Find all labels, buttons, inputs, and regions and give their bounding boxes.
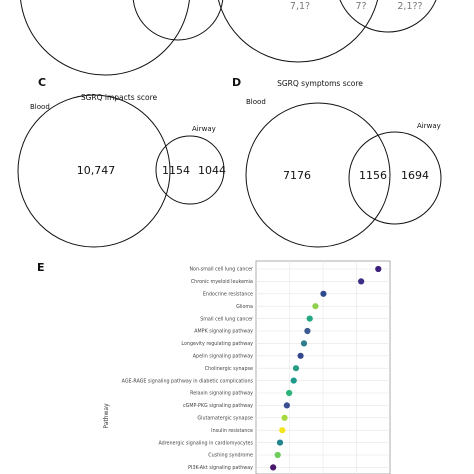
dot-marker xyxy=(320,290,327,297)
cropped-count-right: 2,1?? xyxy=(397,1,422,12)
panel-d: D SGRQ symptoms score Blood Airway 7176 … xyxy=(232,76,442,248)
pathway-label: Longevity regulating pathway xyxy=(181,341,253,347)
panel-c-blood-only-count: 10,747 xyxy=(77,164,116,177)
pathway-label: Insulin resistance xyxy=(211,428,253,434)
panel-c-overlap-count: 1154 xyxy=(162,164,190,177)
panel-c-right-set-label: Airway xyxy=(192,125,216,133)
venn-left-circle xyxy=(20,0,190,76)
dot-marker xyxy=(276,439,284,446)
dot-markers xyxy=(270,265,382,471)
venn-airway-circle xyxy=(155,135,225,205)
pathway-label: AMPK signaling pathway xyxy=(194,329,253,335)
dot-marker xyxy=(290,377,297,384)
panel-c: C SGRQ impacts score Blood Airway 10,747… xyxy=(17,76,226,248)
venn-blood-circle xyxy=(245,102,391,248)
panel-letter-e: E xyxy=(37,261,45,274)
dot-marker xyxy=(358,278,365,285)
y-axis-title: Pathway xyxy=(103,403,110,429)
pathway-label: Cholinergic synapse xyxy=(205,366,253,372)
panel-e: E Pathway Non-small cell lung cancer Chro… xyxy=(37,260,391,474)
dot-marker xyxy=(375,265,382,273)
dot-marker xyxy=(304,327,311,335)
cropped-count-overlap: 7? xyxy=(355,1,366,12)
dot-marker xyxy=(312,303,319,310)
dot-marker xyxy=(279,427,286,434)
dot-marker xyxy=(306,315,313,322)
venn-blood-circle xyxy=(17,94,171,248)
cropped-count-left: 7,1? xyxy=(290,1,310,12)
panel-d-blood-only-count: 7176 xyxy=(283,169,311,182)
pathway-label: Glutamatergic synapse xyxy=(197,416,253,422)
venn-left-circle xyxy=(217,0,379,63)
pathway-label: PI3K-Akt signaling pathway xyxy=(188,465,253,471)
dot-marker xyxy=(274,451,281,459)
dot-marker xyxy=(300,340,308,347)
panel-d-right-set-label: Airway xyxy=(417,122,441,130)
pathway-label: Glioma xyxy=(236,304,253,310)
dot-marker xyxy=(292,365,300,372)
pathway-label: Cushing syndrome xyxy=(208,453,253,459)
pathway-label: Endocrine resistance xyxy=(203,292,253,298)
venn-right-circle xyxy=(339,0,437,33)
pathway-label: Adrenergic signaling in cardiomyocytes xyxy=(158,440,253,446)
panel-letter-c: C xyxy=(38,76,46,89)
panel-d-title: SGRQ symptoms score xyxy=(277,79,363,88)
pathway-label: Relaxin signaling pathway xyxy=(190,391,253,397)
venn-right-circle xyxy=(132,0,224,41)
panel-d-overlap-count: 1156 xyxy=(359,169,387,182)
dot-marker xyxy=(270,464,277,471)
panel-letter-d: D xyxy=(232,76,241,89)
pathway-label: Non-small cell lung cancer xyxy=(189,267,253,273)
panel-d-airway-only-count: 1694 xyxy=(401,169,429,182)
dot-marker xyxy=(283,402,290,409)
pathway-label: cGMP-PKG signaling pathway xyxy=(183,403,253,409)
pathway-label: Apelin signaling pathway xyxy=(193,354,253,360)
panel-c-left-set-label: Blood xyxy=(30,103,50,111)
panel-c-title: SGRQ impacts score xyxy=(81,93,158,102)
pathway-label: Chronic myeloid leukemia xyxy=(191,279,253,285)
pathway-label: Small cell lung cancer xyxy=(200,316,253,322)
dot-marker xyxy=(281,414,288,421)
dot-marker xyxy=(286,389,293,397)
panel-c-airway-only-count: 1044 xyxy=(198,164,226,177)
venn-airway-circle xyxy=(348,131,442,225)
pathway-label: AGE-RAGE signaling pathway in diabetic c… xyxy=(122,378,254,384)
panel-b-venn-partial: 7,1? 7? 2,1?? xyxy=(217,0,437,63)
pathway-labels: Non-small cell lung cancer Chronic myeloi… xyxy=(122,267,254,471)
dot-marker xyxy=(297,352,304,359)
panel-a-venn-partial xyxy=(20,0,224,76)
panel-d-left-set-label: Blood xyxy=(246,98,266,106)
